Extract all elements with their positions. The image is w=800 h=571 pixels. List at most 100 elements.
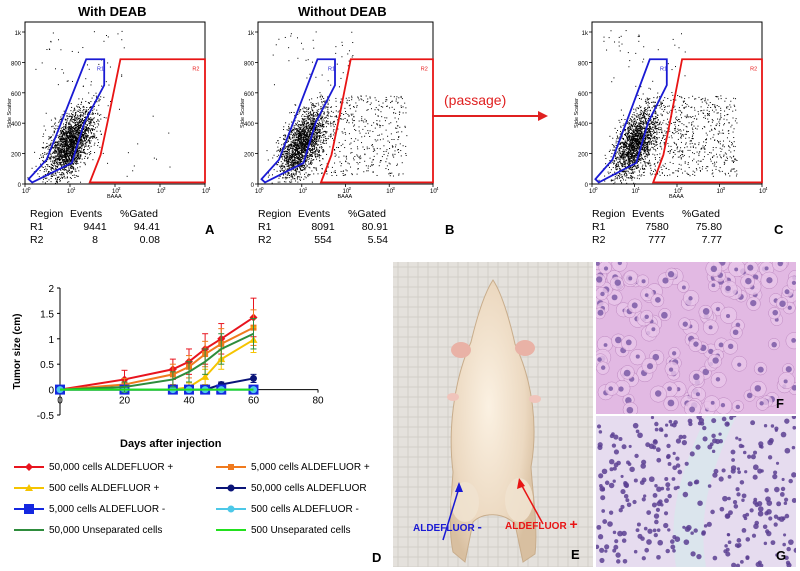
- histology-photo-f: F: [596, 262, 796, 414]
- y-tick-label: 0: [585, 183, 589, 189]
- y-tick-label: 0.5: [40, 360, 54, 371]
- gate-r2: [88, 58, 206, 184]
- legend-swatch: [216, 505, 246, 513]
- x-tick-label: 10: [22, 189, 29, 195]
- y-axis-label: Side Scatter: [574, 98, 580, 128]
- y-tick-label: 800: [578, 61, 589, 67]
- legend-item: 500 cells ALDEFLUOR +: [12, 481, 159, 495]
- histology-photo-g: G: [596, 416, 796, 567]
- x-axis-label: BAAA: [669, 194, 684, 200]
- flow-plot-frame: [24, 21, 206, 185]
- mouse-illustration: [393, 262, 593, 567]
- gate-r1-label: R1: [97, 67, 104, 73]
- panel-label-c: C: [774, 222, 784, 237]
- x-tick-label: 80: [312, 396, 324, 407]
- x-tick-label: 10: [299, 189, 306, 195]
- x-tick-exponent: 4: [208, 186, 211, 191]
- series-line: [59, 332, 254, 391]
- data-point: [25, 463, 33, 471]
- legend-item: 50,000 Unseparated cells: [12, 523, 162, 537]
- gate-r2-label: R2: [750, 67, 757, 73]
- y-tick-label: 600: [578, 92, 589, 98]
- x-tick-label: 10: [343, 189, 350, 195]
- gate-r1-label: R1: [660, 67, 667, 73]
- y-tick-label: 800: [244, 61, 255, 67]
- legend-item: 500 Unseparated cells: [214, 523, 351, 537]
- panel-label-d: D: [372, 550, 382, 565]
- y-tick-label: 1.5: [40, 309, 54, 320]
- gate-r1-label: R1: [328, 67, 335, 73]
- x-tick-exponent: 3: [163, 186, 166, 191]
- gate-r1: [594, 58, 668, 184]
- panel-label-b: B: [445, 222, 455, 237]
- series-1: [57, 309, 257, 393]
- y-tick-label: 800: [11, 61, 22, 67]
- legend-swatch: [14, 463, 44, 471]
- y-tick-label: 200: [11, 153, 22, 159]
- x-tick-label: 20: [119, 396, 131, 407]
- y-tick-label: 1k: [15, 31, 22, 37]
- x-tick-label: 40: [183, 396, 195, 407]
- data-point: [25, 484, 33, 491]
- legend-label: 500 cells ALDEFLUOR +: [49, 482, 160, 494]
- legend-label: 500 cells ALDEFLUOR -: [251, 503, 359, 515]
- legend-item: 5,000 cells ALDEFLUOR -: [12, 502, 165, 516]
- passage-label: (passage): [444, 92, 506, 108]
- passage-arrow-head: [538, 111, 548, 121]
- event-dots: [266, 31, 408, 184]
- x-tick-label: 60: [248, 396, 260, 407]
- panel-a-title: With DEAB: [78, 4, 147, 19]
- data-point: [250, 374, 257, 382]
- y-tick-label: 400: [11, 122, 22, 128]
- legend-swatch: [216, 529, 246, 531]
- gate-r2-label: R2: [192, 67, 199, 73]
- x-tick-label: 10: [430, 189, 437, 195]
- y-tick-label: 1: [48, 335, 54, 346]
- x-tick-label: 10: [632, 189, 639, 195]
- x-tick-label: 10: [674, 189, 681, 195]
- aldefluor-positive-label: ALDEFLUOR +: [505, 516, 578, 532]
- y-tick-label: 400: [244, 122, 255, 128]
- legend-swatch: [14, 504, 44, 514]
- panel-label-g: G: [776, 548, 787, 563]
- x-tick-exponent: 1: [638, 186, 641, 191]
- legend-swatch: [216, 484, 246, 492]
- x-tick-exponent: 2: [680, 186, 683, 191]
- data-point: [228, 464, 234, 470]
- x-axis-label: BAAA: [338, 194, 353, 200]
- x-tick-exponent: 2: [118, 186, 121, 191]
- series-6: [59, 317, 257, 393]
- x-tick-exponent: 2: [349, 186, 352, 191]
- gate-r2-label: R2: [421, 67, 428, 73]
- x-tick-label: 10: [157, 189, 164, 195]
- legend-label: 50,000 cells ALDEFLUOR: [251, 482, 367, 494]
- legend-item: 50,000 cells ALDEFLUOR: [214, 481, 367, 495]
- x-tick-label: 10: [112, 189, 119, 195]
- panel-b-title: Without DEAB: [298, 4, 387, 19]
- y-tick-label: -0.5: [37, 411, 55, 422]
- aldefluor-negative-label: ALDEFLUOR -: [413, 519, 482, 534]
- panel-label-a: A: [205, 222, 215, 237]
- y-tick-label: 600: [244, 92, 255, 98]
- y-tick-label: 1k: [248, 31, 255, 37]
- x-tick-label: 10: [589, 189, 596, 195]
- legend-swatch: [216, 464, 246, 470]
- y-axis-label: Side Scatter: [7, 98, 13, 128]
- panel-label-e: E: [571, 547, 580, 562]
- y-tick-label: 400: [578, 122, 589, 128]
- data-point: [24, 504, 34, 514]
- y-tick-label: 200: [244, 153, 255, 159]
- y-tick-label: 200: [578, 153, 589, 159]
- x-tick-label: 0: [57, 396, 63, 407]
- y-tick-label: 1k: [582, 31, 589, 37]
- y-tick-label: 0: [18, 183, 22, 189]
- data-point: [227, 484, 235, 492]
- x-tick-label: 10: [717, 189, 724, 195]
- legend-label: 500 Unseparated cells: [251, 524, 351, 536]
- legend-label: 5,000 cells ALDEFLUOR -: [49, 503, 166, 515]
- y-tick-label: 0: [48, 386, 54, 397]
- x-tick-exponent: 1: [73, 186, 76, 191]
- legend-item: 5,000 cells ALDEFLUOR +: [214, 460, 370, 474]
